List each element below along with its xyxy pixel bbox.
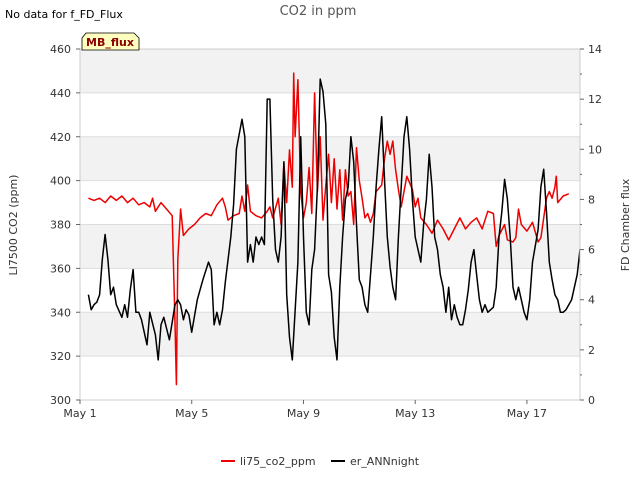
legend-label-er: er_ANNnight bbox=[350, 455, 420, 468]
y-tick-label: 360 bbox=[50, 262, 71, 275]
grid-band bbox=[80, 49, 580, 93]
y-axis-label: LI7500 CO2 (ppm) bbox=[7, 175, 20, 276]
plot-area bbox=[87, 72, 580, 386]
y-tick-label: 420 bbox=[50, 131, 71, 144]
x-tick-label: May 17 bbox=[507, 407, 547, 420]
chart-title: CO2 in ppm bbox=[280, 4, 357, 19]
no-data-note: No data for f_FD_Flux bbox=[5, 8, 123, 21]
y2-tick-label: 14 bbox=[588, 43, 602, 56]
y-axis-right: 0 2 4 6 8 10 12 14 bbox=[580, 43, 602, 407]
x-axis: May 1 May 5 May 9 May 13 May 17 bbox=[63, 400, 547, 420]
y2-tick-label: 2 bbox=[588, 344, 595, 357]
y-tick-label: 440 bbox=[50, 87, 71, 100]
x-tick-label: May 13 bbox=[395, 407, 435, 420]
y2-tick-label: 12 bbox=[588, 93, 602, 106]
series-line-er-annnight bbox=[87, 78, 580, 361]
x-tick-label: May 9 bbox=[287, 407, 320, 420]
y2-tick-label: 8 bbox=[588, 193, 595, 206]
y2-tick-label: 4 bbox=[588, 294, 595, 307]
y-tick-label: 340 bbox=[50, 306, 71, 319]
y-tick-label: 300 bbox=[50, 394, 71, 407]
y2-tick-label: 0 bbox=[588, 394, 595, 407]
y2-tick-label: 6 bbox=[588, 244, 595, 257]
y-tick-label: 380 bbox=[50, 219, 71, 232]
legend-label-li75: li75_co2_ppm bbox=[240, 455, 316, 468]
x-tick-label: May 1 bbox=[63, 407, 96, 420]
grid-bands bbox=[80, 49, 580, 357]
y-tick-label: 320 bbox=[50, 350, 71, 363]
y-tick-label: 460 bbox=[50, 43, 71, 56]
y2-tick-label: 10 bbox=[588, 143, 602, 156]
y-tick-label: 400 bbox=[50, 175, 71, 188]
badge-label: MB_flux bbox=[86, 36, 134, 49]
grid-band bbox=[80, 224, 580, 269]
series-line-li75-co2-ppm bbox=[88, 72, 570, 386]
x-tick-label: May 5 bbox=[175, 407, 208, 420]
y2-axis-label: FD Chamber flux bbox=[619, 178, 632, 271]
legend: li75_co2_ppm er_ANNnight bbox=[221, 455, 420, 468]
y-axis-left: 300 320 340 360 380 400 420 440 460 bbox=[50, 43, 80, 407]
mb-flux-badge: MB_flux bbox=[81, 32, 140, 51]
